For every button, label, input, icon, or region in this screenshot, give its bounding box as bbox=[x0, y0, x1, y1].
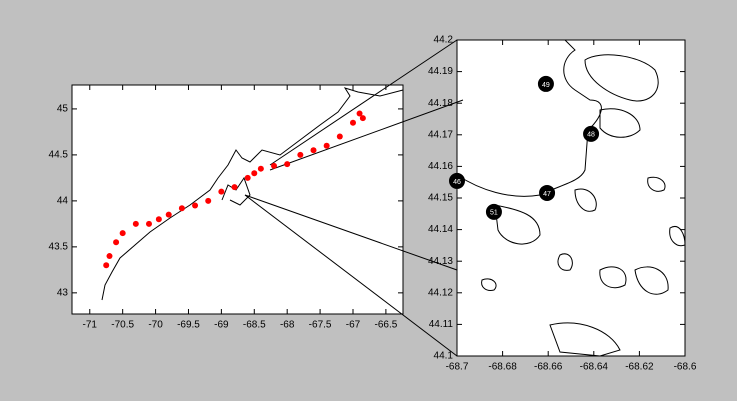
point bbox=[537, 75, 554, 92]
point-label: 46 bbox=[453, 179, 461, 186]
point bbox=[323, 142, 330, 149]
point bbox=[231, 184, 238, 191]
point-label: 47 bbox=[543, 191, 551, 198]
y-tick-label: 43 bbox=[57, 287, 69, 298]
connector bbox=[244, 194, 458, 357]
point bbox=[359, 115, 366, 122]
point bbox=[310, 147, 317, 154]
point bbox=[257, 165, 264, 172]
island bbox=[599, 266, 627, 289]
point bbox=[583, 125, 600, 142]
x-tick-label: -69 bbox=[214, 320, 229, 331]
island bbox=[557, 253, 573, 271]
x-tick-label: -68 bbox=[280, 320, 295, 331]
point bbox=[336, 133, 343, 140]
point bbox=[244, 174, 251, 181]
point bbox=[218, 188, 225, 195]
y-tick-label: 44.1 bbox=[434, 351, 454, 362]
connector bbox=[269, 99, 464, 171]
connector bbox=[269, 39, 458, 166]
point-label: 49 bbox=[542, 82, 550, 89]
island bbox=[494, 204, 541, 245]
island bbox=[669, 226, 686, 247]
x-tick-label: -69.5 bbox=[177, 320, 200, 331]
point bbox=[132, 220, 139, 227]
point bbox=[103, 262, 110, 269]
x-tick-label: -68.68 bbox=[488, 362, 517, 373]
x-tick-label: -68.62 bbox=[625, 362, 654, 373]
y-tick-label: 44.16 bbox=[428, 161, 453, 172]
y-tick-label: 43.5 bbox=[49, 242, 69, 253]
island bbox=[584, 54, 659, 102]
point-label: 51 bbox=[490, 210, 498, 217]
point bbox=[192, 202, 199, 209]
x-tick-label: -68.64 bbox=[580, 362, 609, 373]
point bbox=[539, 184, 556, 201]
point bbox=[178, 205, 185, 212]
point bbox=[165, 211, 172, 218]
island bbox=[456, 39, 602, 197]
island bbox=[634, 266, 669, 295]
island bbox=[599, 108, 641, 138]
x-tick-label: -70.5 bbox=[111, 320, 134, 331]
y-tick-label: 44.11 bbox=[429, 319, 454, 330]
x-tick-label: -68.5 bbox=[243, 320, 266, 331]
island bbox=[549, 322, 621, 357]
point bbox=[284, 161, 291, 168]
y-tick-label: 44.17 bbox=[428, 129, 453, 140]
x-tick-label: -67.5 bbox=[309, 320, 332, 331]
y-tick-label: 44.18 bbox=[428, 98, 453, 109]
y-tick-label: 45 bbox=[57, 104, 69, 115]
point-label: 48 bbox=[587, 132, 595, 139]
y-tick-label: 44 bbox=[57, 196, 69, 207]
point bbox=[145, 220, 152, 227]
point bbox=[485, 203, 502, 220]
coastline bbox=[221, 176, 251, 206]
point bbox=[205, 197, 212, 204]
point bbox=[119, 230, 126, 237]
point bbox=[106, 253, 113, 260]
point bbox=[349, 119, 356, 126]
point bbox=[251, 170, 258, 177]
left-axes bbox=[71, 84, 404, 315]
point bbox=[155, 216, 162, 223]
island bbox=[574, 188, 597, 212]
y-tick-label: 44.13 bbox=[428, 256, 453, 267]
right-axes bbox=[456, 39, 686, 357]
y-tick-label: 44.2 bbox=[434, 35, 454, 46]
x-tick-label: -66.5 bbox=[374, 320, 397, 331]
x-tick-label: -71 bbox=[83, 320, 98, 331]
coastline bbox=[101, 87, 404, 301]
y-tick-label: 44.12 bbox=[428, 287, 453, 298]
island bbox=[647, 176, 666, 192]
point bbox=[449, 172, 465, 189]
x-tick-label: -68.66 bbox=[534, 362, 563, 373]
y-tick-label: 44.19 bbox=[428, 66, 453, 77]
point bbox=[356, 110, 363, 117]
x-tick-label: -67 bbox=[346, 320, 361, 331]
connector bbox=[244, 194, 458, 271]
point bbox=[297, 151, 304, 158]
x-tick-label: -68.7 bbox=[446, 362, 469, 373]
point bbox=[271, 162, 278, 169]
island bbox=[481, 278, 497, 291]
point bbox=[113, 239, 120, 246]
x-tick-label: -68.6 bbox=[674, 362, 697, 373]
y-tick-label: 44.5 bbox=[49, 150, 69, 161]
x-tick-label: -70 bbox=[148, 320, 163, 331]
y-tick-label: 44.15 bbox=[428, 193, 453, 204]
y-tick-label: 44.14 bbox=[428, 224, 453, 235]
